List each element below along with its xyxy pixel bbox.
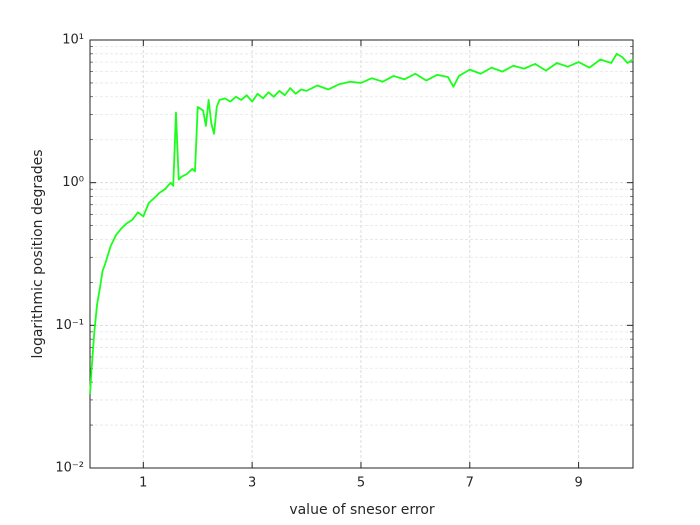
data-line [89, 52, 634, 395]
y-axis-label: logarithmic position degrades [30, 149, 46, 358]
y-tick-label: 10⁻¹ [55, 318, 84, 333]
x-tick-label: 1 [139, 476, 147, 491]
x-tick-label: 9 [574, 476, 582, 491]
plot-frame [89, 39, 634, 469]
y-tick-label: 10⁰ [62, 175, 84, 190]
x-axis-label: value of snesor error [289, 502, 435, 518]
x-tick-label: 5 [357, 476, 365, 491]
y-tick-label: 10¹ [62, 33, 84, 48]
x-tick-label: 3 [248, 476, 256, 491]
x-tick-label: 7 [466, 476, 474, 491]
y-tick-label: 10⁻² [55, 461, 84, 476]
